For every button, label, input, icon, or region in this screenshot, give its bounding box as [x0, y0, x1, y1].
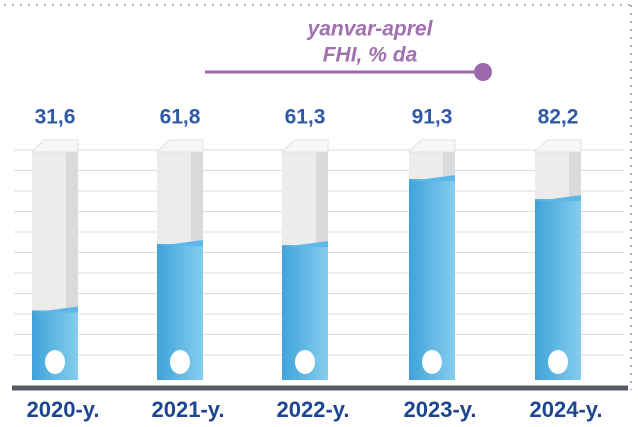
value-label: 82,2	[538, 106, 579, 129]
tube-top	[533, 139, 582, 153]
value-label: 61,3	[285, 106, 326, 129]
bar-highlight	[548, 350, 568, 374]
bar-top	[535, 195, 581, 202]
bar-highlight	[170, 350, 190, 374]
value-label: 91,3	[412, 106, 453, 129]
value-label: 61,8	[160, 106, 201, 129]
chart-title: yanvar-aprel	[307, 18, 434, 41]
bar-highlight	[422, 350, 442, 374]
x-tick-label: 2024-y.	[530, 397, 603, 422]
chart-subtitle: FHI, % da	[323, 44, 418, 67]
bar-top	[157, 240, 203, 247]
x-tick-label: 2022-y.	[277, 397, 350, 422]
tube-top	[280, 139, 329, 153]
title-rule-dot	[474, 63, 492, 81]
bar-top	[282, 241, 328, 248]
x-tick-label: 2020-y.	[27, 397, 100, 422]
bar-highlight	[295, 350, 315, 374]
x-tick-label: 2023-y.	[404, 397, 477, 422]
tube-top	[407, 139, 456, 153]
bar-top	[409, 175, 455, 182]
x-tick-label: 2021-y.	[152, 397, 225, 422]
tube-top	[155, 139, 204, 153]
value-label: 31,6	[35, 106, 76, 129]
bar-highlight	[45, 350, 65, 374]
bar	[409, 179, 455, 380]
bar	[535, 199, 581, 380]
tube-top	[30, 139, 79, 153]
bar-top	[32, 306, 78, 313]
